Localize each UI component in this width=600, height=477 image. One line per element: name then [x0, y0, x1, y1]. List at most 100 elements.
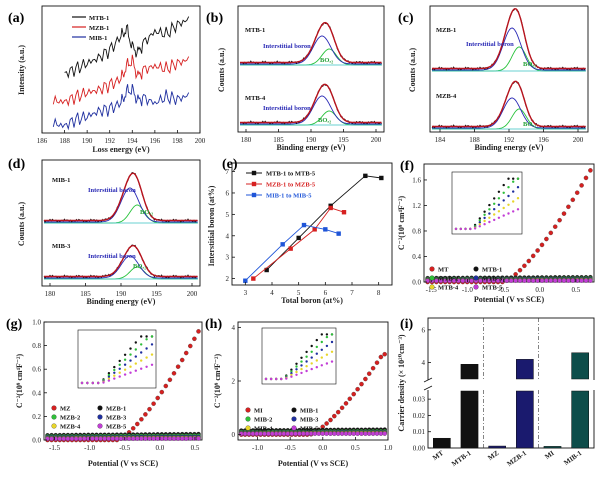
legend-label-MIB-1 to MIB-5: MIB-1 to MIB-5 — [266, 193, 312, 200]
inset-point-MIB-3 — [290, 372, 293, 375]
inset-point-MTB-4 — [502, 206, 505, 210]
panel-c-xticks: 184 188 192 196 200 — [435, 129, 584, 144]
x-tick-label: 0.5 — [191, 444, 200, 452]
inset-frame — [451, 171, 523, 235]
data-point-MTB-5 — [447, 278, 452, 284]
legend-label-MTB-2: MTB-2 — [438, 275, 458, 282]
data-point-MIB-5 — [351, 431, 356, 436]
data-point-MZ — [135, 421, 140, 427]
legend-a-text-3: MIB-1 — [89, 35, 107, 42]
legend-a-text-2: MZB-1 — [89, 25, 109, 32]
data-point-MTB-5 — [526, 278, 532, 283]
inset-point-MZB-1 — [118, 359, 121, 363]
data-point-MZB-1 to MZB-5 — [312, 227, 317, 232]
inset-point-MIB-2 — [310, 350, 313, 353]
x-tick-label: -1.5 — [426, 286, 438, 294]
legend-label-MTB-1: MTB-1 — [482, 266, 502, 273]
y-tick-label: 0.01 — [413, 428, 426, 436]
data-point-MZ — [159, 389, 165, 395]
inset-point-MIB-5 — [275, 377, 278, 381]
data-point-MI — [332, 413, 337, 419]
inset-point-MTB-2 — [478, 219, 481, 222]
data-point-MT — [561, 211, 567, 216]
legend-marker-MZB-2 — [51, 414, 57, 420]
data-point-MTB-5 — [451, 278, 457, 284]
interstitial-component-curve — [44, 255, 198, 279]
inset-point-MZB-5 — [150, 363, 154, 366]
data-point-MZB-5 — [192, 436, 197, 441]
data-point-MI — [366, 371, 372, 376]
inset-point-MIB-4 — [300, 367, 303, 371]
x-tick-label: 180 — [241, 136, 252, 144]
legend-marker-MZB-5 — [97, 423, 103, 429]
data-point-MT — [530, 253, 536, 259]
x-tick-label: 185 — [273, 136, 284, 144]
inset-point-MTB-1 — [478, 217, 481, 220]
x-tick-label: 200 — [573, 136, 584, 144]
inset-point-MZB-1 — [113, 365, 116, 369]
inset-point-MTB-5 — [483, 223, 486, 226]
legend-label-MIB-5: MIB-5 — [300, 425, 319, 432]
data-point-MT — [566, 204, 571, 210]
inset-point-MTB-3 — [512, 190, 515, 193]
inset-point-MIB-3 — [315, 352, 318, 355]
data-point-MZB-5 — [114, 436, 120, 441]
panel-f-ylabel: C⁻²(10⁹ cm⁴F⁻²) — [397, 196, 406, 251]
inset-point-MIB-3 — [310, 356, 313, 359]
panel-i: (i) MT MTB-1 MZ MZB-1 MI MIB-1 0.000.010.020.… — [397, 317, 597, 468]
inset-point-MTB-2 — [516, 177, 520, 180]
inset-point-MZB-5 — [129, 371, 132, 374]
y-tick-label: 7 — [226, 168, 230, 176]
data-point-MIB-1 to MIB-5 — [301, 222, 307, 228]
data-point-MIB-5 — [285, 431, 291, 437]
inset-point-MIB-3 — [330, 340, 334, 344]
inset-point-MIB-5 — [315, 366, 318, 369]
x-tick-label: 6 — [324, 289, 328, 297]
data-point-MTB-5 — [570, 278, 576, 283]
data-point-MTB-1 to MTB-5 — [296, 235, 301, 241]
legend-label-MI: MI — [254, 407, 263, 414]
data-point-MTB-5 — [548, 278, 554, 283]
data-point-MTB-5 — [566, 278, 571, 283]
inset-point-MZB-2 — [113, 368, 116, 372]
legend-marker-MTB-4 — [429, 284, 435, 290]
legend-label-MIB-3: MIB-3 — [300, 416, 319, 423]
inset-point-MTB-5 — [512, 210, 515, 213]
data-point-MZB-5 — [171, 436, 177, 441]
panel-g-legend: MZ MZB-1 MZB-2 MZB-3 MZB-4 MZB-5 — [51, 405, 127, 430]
data-point-MT — [552, 224, 558, 229]
y-tick-label: 0.4 — [32, 389, 41, 397]
data-point-MI — [328, 417, 333, 423]
panel-f-inset — [451, 171, 523, 235]
measured-curve — [431, 80, 586, 129]
x-tick-label: 8 — [377, 289, 381, 297]
data-point-MIB-5 — [246, 431, 252, 437]
x-tick-label: 196 — [538, 136, 549, 144]
inset-point-MTB-1 — [502, 183, 505, 187]
inset-point-MZB-3 — [107, 375, 111, 379]
data-point-MIB-5 — [347, 431, 353, 436]
panel-a: (a) 186 188 190 192 194 196 198 200 Loss energy… — [8, 5, 206, 154]
legend-label-MIB-4: MIB-4 — [254, 425, 273, 432]
legend-marker-MZ — [51, 405, 57, 411]
panel-d-bo-bottom: BOₓ₂ — [133, 263, 146, 270]
series-line-MIB-1 to MIB-5 — [244, 224, 339, 282]
data-point-MZB-5 — [196, 436, 201, 441]
inset-point-MZB-3 — [113, 371, 116, 374]
x-tick-label: 184 — [435, 136, 446, 144]
measured-curve — [431, 8, 586, 71]
data-point-MZB-5 — [188, 436, 193, 441]
category-label-MZB-1: MZB-1 — [506, 449, 529, 468]
x-tick-label: 196 — [150, 137, 161, 145]
inset-point-MZB-5 — [140, 367, 143, 370]
panel-c-annotation-top: Interstitial boron — [466, 41, 514, 48]
data-point-MT — [579, 183, 584, 188]
data-point-MTB-5 — [486, 278, 492, 283]
y-tick-label: 0.03 — [413, 396, 426, 404]
y-tick-label: 1.6 — [412, 176, 421, 184]
panel-a-label: (a) — [8, 11, 25, 26]
interstitial-component-curve — [240, 95, 382, 125]
legend-marker-MIB-1 to MIB-5 — [251, 192, 257, 198]
y-tick-label: 5 — [226, 211, 230, 219]
